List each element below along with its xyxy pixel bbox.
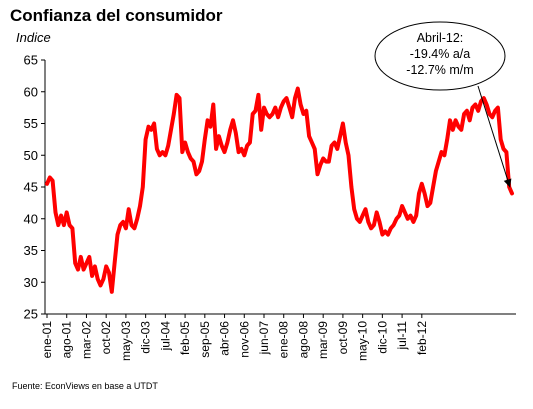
x-axis: ene-01 ago-01 mar-02 oct-02 may-03 dic-03 jul-… [40,313,516,361]
annotation-arrow [477,85,511,188]
y-tick-label: 55 [24,116,38,131]
y-tick-label: 30 [24,275,38,290]
x-tick-label: mar-02 [79,321,93,359]
x-tick-label: ene-08 [277,321,291,359]
x-tick-label: ago-01 [60,321,74,359]
annotation-line-2: -19.4% a/a [410,47,471,61]
x-tick-label: oct-09 [336,321,350,355]
x-tick-label: dic-03 [139,321,153,354]
x-tick-label: jun-07 [257,321,271,356]
x-tick-label: abr-06 [218,321,232,356]
series-line-confianza [45,86,514,294]
y-tick-label: 45 [24,180,38,195]
y-tick-label: 35 [24,243,38,258]
y-tick-label: 25 [24,307,38,322]
x-tick-label: oct-02 [99,321,113,355]
x-tick-label: mar-09 [316,321,330,359]
x-tick-label: nov-06 [237,321,251,358]
x-tick-label: dic-10 [375,321,389,354]
annotation-line-1: Abril-12: [417,31,464,45]
x-tick-label: feb-12 [415,321,429,355]
y-tick-label: 60 [24,84,38,99]
y-axis: 25 30 35 40 45 50 55 60 65 [24,53,46,322]
chart-subtitle: Indice [16,30,51,45]
x-tick-label: jul-04 [158,321,172,352]
x-tick-label: sep-05 [198,321,212,358]
y-tick-label: 40 [24,211,38,226]
series-layer [45,86,514,294]
x-tick-label: may-03 [119,321,133,361]
x-tick-label: ago-08 [296,321,310,359]
y-tick-label: 50 [24,148,38,163]
annotation-line-3: -12.7% m/m [406,63,473,77]
y-tick-label: 65 [24,53,38,68]
x-tick-label: feb-05 [178,321,192,355]
source-note: Fuente: EconViews en base a UTDT [12,381,158,391]
x-tick-label: may-10 [356,321,370,361]
x-tick-label: ene-01 [40,321,54,359]
annotation-ellipse [374,21,506,91]
annotation-callout: Abril-12: -19.4% a/a -12.7% m/m [374,21,512,188]
x-tick-label: jul-11 [395,321,409,351]
chart-title: Confianza del consumidor [10,6,223,25]
